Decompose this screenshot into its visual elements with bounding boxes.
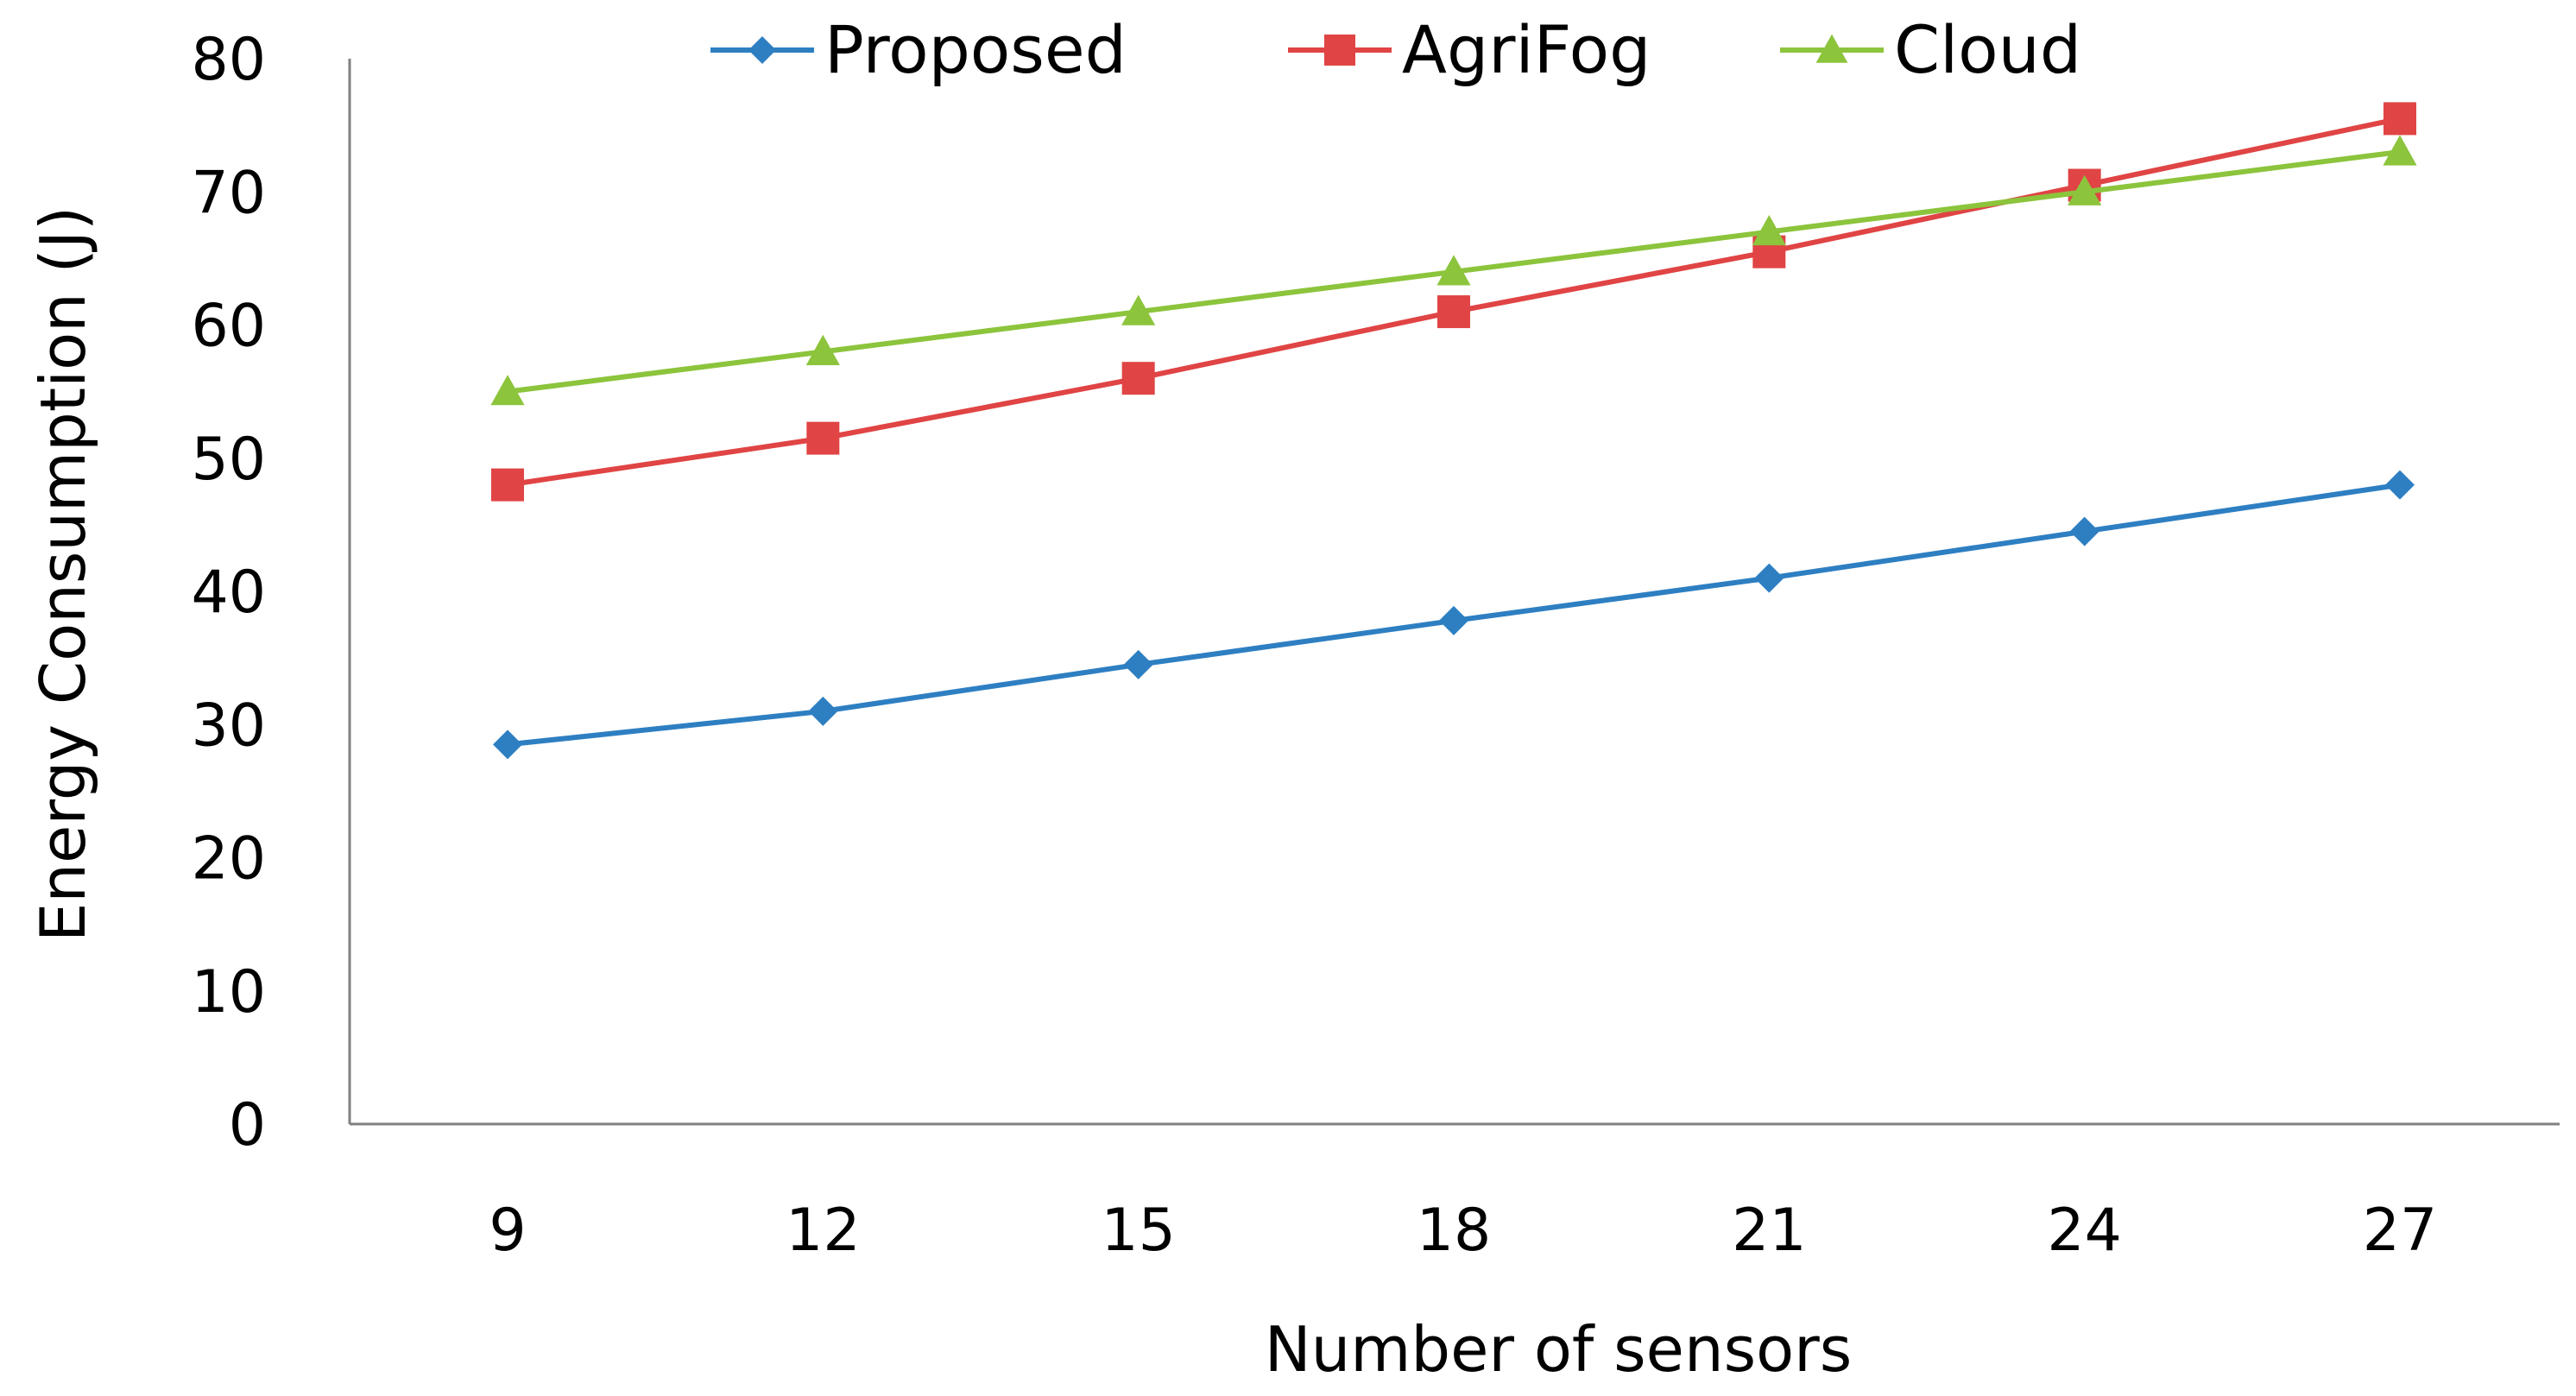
y-tick-label: 0 bbox=[229, 1091, 266, 1159]
y-axis-ticks: 0 10 20 30 40 50 60 70 80 bbox=[191, 26, 266, 1159]
legend-item: AgriFog bbox=[1288, 11, 1651, 88]
y-tick-label: 20 bbox=[191, 825, 266, 894]
legend-item: Cloud bbox=[1780, 11, 2081, 88]
legend-marker bbox=[748, 36, 776, 64]
data-point-marker bbox=[2068, 174, 2102, 205]
data-point-marker bbox=[490, 375, 525, 406]
legend-label: AgriFog bbox=[1402, 11, 1651, 88]
data-point-marker bbox=[1437, 295, 1470, 329]
legend-label: Cloud bbox=[1894, 11, 2081, 88]
data-point-marker bbox=[808, 696, 838, 726]
series-layer bbox=[490, 102, 2417, 760]
x-axis-label: Number of sensors bbox=[1265, 1313, 1853, 1386]
data-point-marker bbox=[1754, 563, 1784, 593]
series-proposed bbox=[493, 470, 2415, 760]
y-tick-label: 70 bbox=[191, 159, 266, 227]
x-tick-label: 18 bbox=[1417, 1197, 1492, 1265]
data-point-marker bbox=[491, 468, 524, 502]
data-point-marker bbox=[2383, 135, 2417, 166]
data-point-marker bbox=[1121, 294, 1156, 325]
y-axis-label: Energy Consumption (J) bbox=[27, 206, 99, 942]
legend-item: Proposed bbox=[710, 11, 1127, 88]
series-agrifog bbox=[491, 102, 2416, 502]
y-tick-label: 80 bbox=[191, 26, 266, 94]
x-tick-label: 9 bbox=[489, 1197, 526, 1265]
data-point-marker bbox=[805, 334, 840, 365]
legend-marker bbox=[1324, 35, 1355, 66]
x-tick-label: 21 bbox=[1732, 1197, 1807, 1265]
y-tick-label: 60 bbox=[191, 293, 266, 361]
x-tick-label: 15 bbox=[1101, 1197, 1176, 1265]
x-axis-ticks: 9 12 15 18 21 24 27 bbox=[489, 1197, 2437, 1265]
data-point-marker bbox=[1123, 649, 1153, 679]
legend-marker bbox=[1815, 34, 1848, 63]
y-tick-label: 30 bbox=[191, 692, 266, 760]
legend-label: Proposed bbox=[824, 11, 1127, 88]
x-tick-label: 24 bbox=[2047, 1197, 2122, 1265]
legend: Proposed AgriFog Cloud bbox=[710, 11, 2081, 88]
y-tick-label: 50 bbox=[191, 426, 266, 494]
data-point-marker bbox=[493, 730, 522, 760]
data-point-marker bbox=[1752, 214, 1786, 246]
data-point-marker bbox=[1121, 362, 1155, 395]
y-tick-label: 10 bbox=[191, 958, 266, 1026]
data-point-marker bbox=[1436, 255, 1471, 286]
data-point-marker bbox=[2069, 516, 2099, 546]
x-tick-label: 27 bbox=[2363, 1197, 2438, 1265]
data-point-marker bbox=[1439, 605, 1468, 635]
y-tick-label: 40 bbox=[191, 559, 266, 627]
series-cloud bbox=[490, 135, 2417, 406]
data-point-marker bbox=[806, 421, 840, 455]
x-tick-label: 12 bbox=[786, 1197, 861, 1265]
data-point-marker bbox=[2385, 470, 2415, 500]
data-point-marker bbox=[2383, 102, 2416, 136]
